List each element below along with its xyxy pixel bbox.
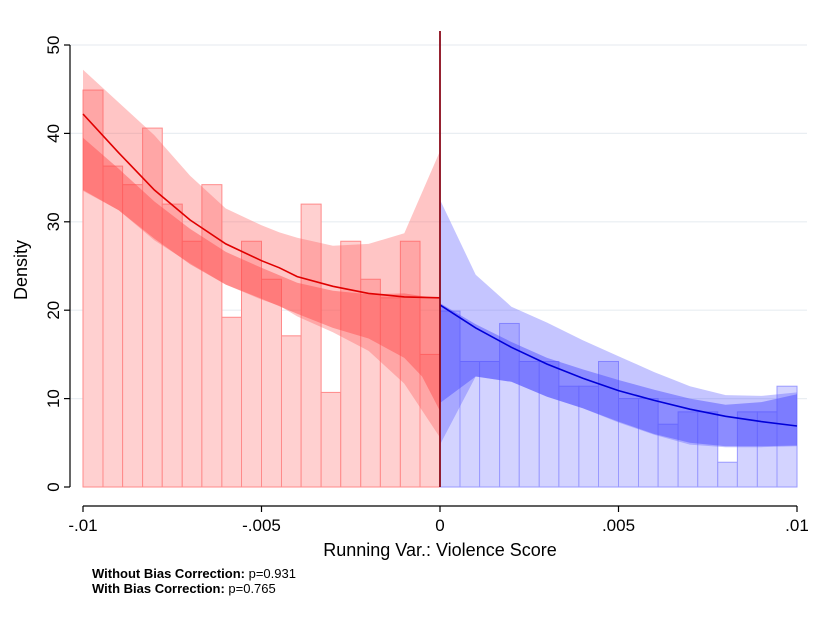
right-confidence-band-inner: [440, 303, 797, 447]
x-tick-label: .01: [785, 516, 809, 535]
right-fit-line: [439, 304, 798, 427]
bias-on-value: p=0.765: [224, 581, 276, 596]
right-bar: [697, 411, 719, 488]
left-bar: [102, 165, 124, 488]
x-tick-label: -.01: [68, 516, 97, 535]
right-bar: [776, 385, 798, 488]
y-tick-label: 10: [44, 389, 63, 408]
y-tick-label: 40: [44, 124, 63, 143]
right-bar: [479, 360, 501, 488]
left-bar: [181, 240, 203, 488]
right-confidence-band-outer: [440, 199, 797, 448]
confidence-bands: [83, 69, 797, 448]
bias-on-label: With Bias Correction:: [92, 581, 225, 596]
left-confidence-band-inner: [83, 137, 440, 412]
bias-on-note: With Bias Correction: p=0.765: [92, 581, 276, 596]
y-tick-label: 30: [44, 212, 63, 231]
x-tick-label: .005: [602, 516, 635, 535]
bias-off-note: Without Bias Correction: p=0.931: [92, 566, 296, 581]
right-bar: [717, 461, 738, 488]
left-bar: [261, 278, 282, 488]
left-bar: [221, 316, 243, 488]
left-fit-line: [82, 113, 441, 299]
y-tick-label: 20: [44, 301, 63, 320]
tick-labels: 0 10 20 30 40 50 -.01 -.005 0 .005 .01: [44, 36, 809, 535]
histogram-bars: [82, 89, 798, 488]
y-axis-title: Density: [11, 240, 31, 300]
left-confidence-band-outer: [83, 69, 440, 438]
y-tick-label: 0: [44, 482, 63, 491]
left-bar: [320, 391, 342, 488]
y-tick-label: 50: [44, 36, 63, 55]
axes: [64, 44, 798, 512]
x-tick-label: 0: [435, 516, 444, 535]
left-bar: [280, 335, 302, 488]
fit-lines: [82, 31, 798, 487]
bias-off-label: Without Bias Correction:: [92, 566, 245, 581]
left-bar: [122, 184, 144, 488]
x-axis-title: Running Var.: Violence Score: [323, 540, 556, 560]
x-tick-label: -.005: [242, 516, 281, 535]
bias-off-value: p=0.931: [245, 566, 296, 581]
left-bar: [300, 203, 322, 488]
